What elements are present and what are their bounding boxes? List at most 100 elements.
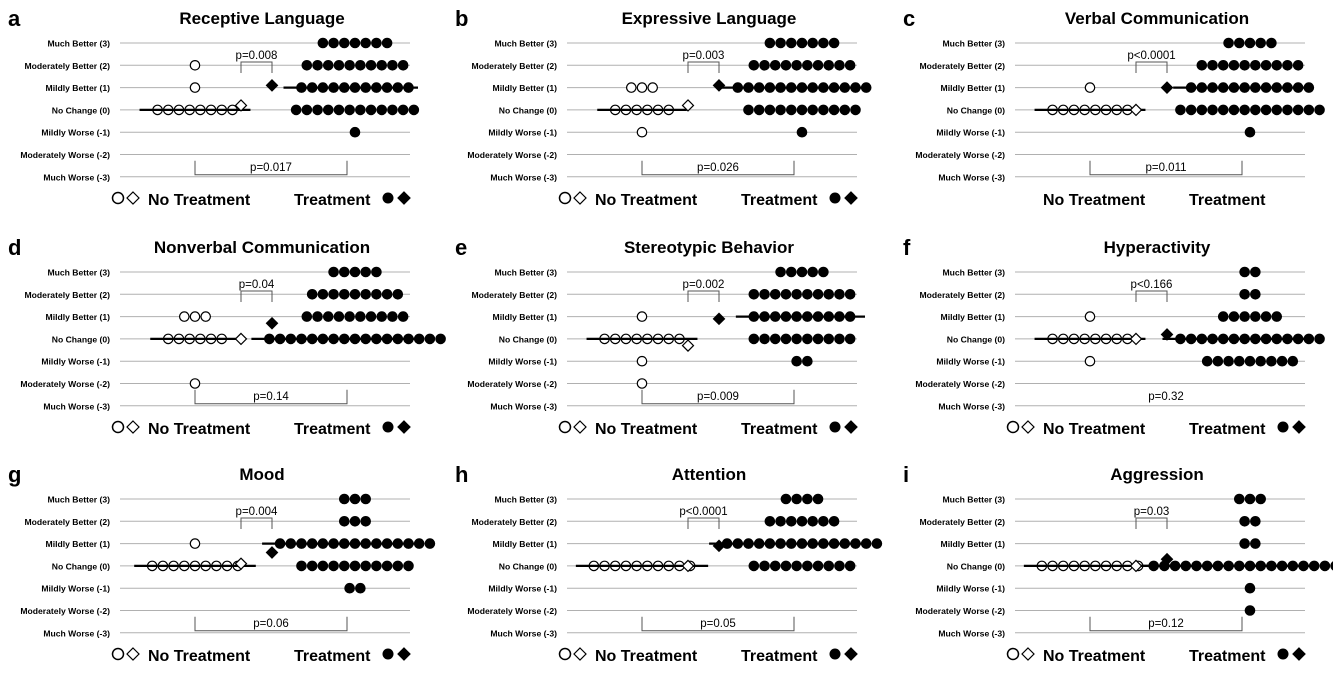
treatment-dot: [1196, 104, 1208, 116]
treatment-dot: [317, 37, 329, 49]
treatment-dot: [328, 289, 339, 300]
legend-no-treatment: No Treatment: [148, 648, 251, 665]
treatment-dot: [1175, 104, 1186, 116]
treatment-dot: [769, 333, 781, 345]
legend-treatment: Treatment: [741, 421, 818, 438]
treatment-dot: [769, 289, 781, 300]
p-value-distribution: p=0.026: [697, 162, 739, 174]
treatment-dot: [355, 104, 366, 116]
treatment-dot: [338, 493, 350, 505]
y-tick-label: Much Worse (-3): [938, 172, 1005, 182]
treatment-dot: [1223, 355, 1234, 367]
y-tick-label: Much Better (3): [942, 39, 1005, 49]
treatment-dot: [812, 333, 824, 345]
y-tick-label: Moderately Worse (-2): [467, 150, 557, 160]
treatment-dot: [306, 289, 318, 300]
distribution-bracket: [1089, 160, 1243, 176]
treatment-dot: [748, 60, 760, 71]
panel-letter: g: [8, 462, 21, 487]
treatment-dot: [1233, 355, 1245, 367]
p-value-means: p=0.004: [236, 506, 278, 518]
treatment-dot: [355, 60, 366, 71]
treatment-dot: [802, 355, 813, 367]
legend-filled-circle-icon: [829, 648, 841, 660]
y-tick-label: Moderately Better (2): [920, 61, 1006, 71]
legend-no-treatment: No Treatment: [1043, 421, 1146, 438]
treatment-dot: [812, 560, 824, 572]
legend-open-diamond-icon: [126, 647, 140, 661]
treatment-dot: [823, 60, 835, 71]
panel-i: i Aggression Much Better (3) Moderately Bet…: [903, 462, 1333, 665]
no-treatment-dot: [200, 311, 211, 322]
panel-letter: f: [903, 235, 911, 260]
legend-open-diamond-icon: [573, 420, 587, 434]
treatment-dot: [759, 333, 770, 345]
panel-e: e Stereotypic Behavior Much Better (3) Mode…: [455, 235, 865, 438]
treatment-dot: [1217, 60, 1229, 71]
treatment-dot: [1244, 582, 1256, 594]
panel-letter: b: [455, 6, 468, 31]
treatment-dot: [1260, 104, 1272, 116]
treatment-dot: [1239, 311, 1250, 322]
treatment-dot: [365, 104, 377, 116]
panel-c: c Verbal Communication Much Better (3) Mode…: [903, 6, 1325, 209]
treatment-dot: [775, 516, 786, 527]
treatment-dot: [1260, 60, 1272, 71]
y-tick-label: Moderately Better (2): [920, 517, 1006, 527]
panel-letter: i: [903, 462, 909, 487]
y-tick-label: Mildly Worse (-1): [41, 357, 110, 367]
treatment-mean-diamond: [712, 539, 726, 553]
p-value-means: p=0.008: [236, 50, 278, 62]
p-value-means: p=0.03: [1134, 506, 1170, 518]
treatment-dot: [1250, 104, 1261, 116]
distribution-bracket: [194, 389, 348, 405]
treatment-dot: [785, 516, 797, 527]
treatment-dot: [1250, 266, 1261, 278]
y-tick-label: Mildly Better (1): [46, 539, 111, 549]
treatment-dot: [387, 60, 398, 71]
treatment-dot: [775, 37, 786, 49]
treatment-mean-diamond: [712, 312, 726, 326]
p-value-distribution: p=0.017: [250, 162, 292, 174]
treatment-dot: [381, 560, 393, 572]
legend-open-diamond-icon: [126, 191, 140, 205]
y-tick-label: No Change (0): [52, 561, 110, 571]
y-tick-label: Moderately Better (2): [920, 290, 1006, 300]
y-tick-label: Moderately Worse (-2): [467, 379, 557, 389]
y-tick-label: Mildly Worse (-1): [488, 584, 557, 594]
legend-filled-diamond-icon: [1292, 420, 1306, 434]
y-tick-label: Moderately Better (2): [472, 290, 558, 300]
treatment-dot: [1207, 104, 1218, 116]
treatment-dot: [791, 289, 802, 300]
panel-title: Aggression: [1110, 465, 1204, 484]
treatment-dot: [844, 289, 856, 300]
legend-open-diamond-icon: [573, 191, 587, 205]
panel-letter: d: [8, 235, 21, 260]
treatment-dot: [1217, 104, 1229, 116]
treatment-dot: [1250, 516, 1261, 527]
no-treatment-mean-diamond: [1129, 559, 1143, 573]
treatment-dot: [338, 266, 350, 278]
treatment-dot: [296, 560, 307, 572]
y-tick-label: Much Worse (-3): [490, 401, 557, 411]
treatment-dot: [796, 516, 808, 527]
treatment-dot: [328, 37, 339, 49]
treatment-dot: [1228, 104, 1240, 116]
y-tick-label: Mildly Better (1): [493, 539, 558, 549]
y-tick-label: Moderately Worse (-2): [467, 606, 557, 616]
y-tick-label: Much Better (3): [494, 268, 557, 278]
y-tick-label: No Change (0): [947, 105, 1005, 115]
treatment-dot: [748, 333, 760, 345]
no-treatment-dot: [636, 82, 648, 93]
treatment-mean-diamond: [265, 546, 279, 559]
y-tick-label: Mildly Better (1): [493, 83, 558, 93]
treatment-dot: [1228, 311, 1240, 322]
y-tick-label: Moderately Worse (-2): [915, 606, 1005, 616]
treatment-dot: [769, 560, 781, 572]
y-tick-label: Mildly Worse (-1): [488, 357, 557, 367]
treatment-dot: [328, 560, 339, 572]
treatment-dot: [1250, 289, 1261, 300]
treatment-dot: [802, 60, 813, 71]
y-tick-label: Much Worse (-3): [43, 401, 110, 411]
y-tick-label: No Change (0): [499, 561, 557, 571]
